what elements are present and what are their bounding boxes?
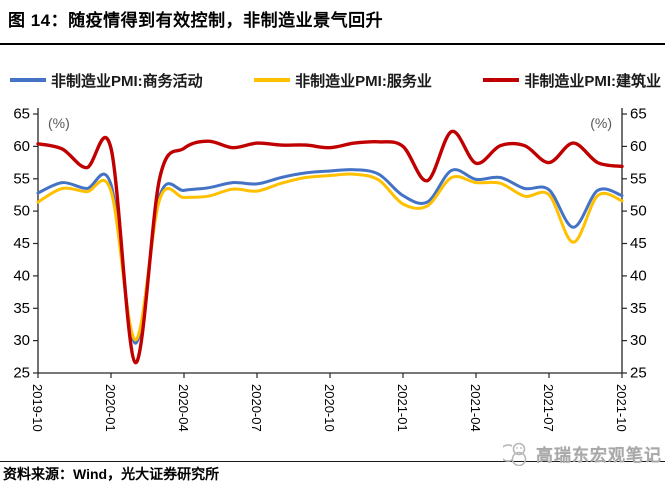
y-tick-label-right: 30 xyxy=(630,332,647,349)
y-tick-label-right: 50 xyxy=(630,203,647,220)
legend-label-business-activity: 非制造业PMI:商务活动 xyxy=(51,72,203,90)
y-tick-label-right: 55 xyxy=(630,170,647,187)
x-tick-label: 2020-04 xyxy=(176,384,191,432)
y-tick-label-right: 25 xyxy=(630,365,647,382)
x-tick-label: 2019-10 xyxy=(30,384,45,432)
y-tick-label-left: 60 xyxy=(13,138,30,155)
watermark: 高瑞东宏观笔记 xyxy=(503,440,662,466)
y-tick-label-left: 25 xyxy=(13,365,30,382)
figure-title: 图 14：随疫情得到有效控制，非制造业景气回升 xyxy=(8,11,384,30)
legend-item-services: 非制造业PMI:服务业 xyxy=(254,70,432,91)
x-tick-label: 2020-10 xyxy=(322,384,337,432)
x-tick-label: 2021-10 xyxy=(614,384,629,432)
series-line-2 xyxy=(36,129,624,365)
legend-label-services: 非制造业PMI:服务业 xyxy=(295,72,432,90)
y-tick-label-left: 35 xyxy=(13,300,30,317)
y-tick-label-right: 40 xyxy=(630,267,647,284)
x-tick-label: 2021-04 xyxy=(468,384,483,432)
watermark-text: 高瑞东宏观笔记 xyxy=(536,445,662,465)
title-divider xyxy=(0,43,665,45)
watermark-logo-icon xyxy=(503,442,527,466)
source-note: 资料来源：Wind，光大证券研究所 xyxy=(3,466,220,482)
legend-line-swatch-red xyxy=(483,78,520,82)
y-tick-label-right: 35 xyxy=(630,300,647,317)
unit-label-right: (%) xyxy=(590,115,612,131)
y-tick-label-left: 40 xyxy=(13,267,30,284)
x-tick-label: 2021-01 xyxy=(395,384,410,432)
x-tick-label: 2021-07 xyxy=(541,384,556,432)
legend-item-business-activity: 非制造业PMI:商务活动 xyxy=(10,70,203,91)
y-tick-label-right: 45 xyxy=(630,235,647,252)
x-tick-label: 2020-07 xyxy=(249,384,264,432)
footer-divider xyxy=(0,461,665,462)
series-line-1 xyxy=(36,172,624,342)
legend-line-swatch-blue xyxy=(10,78,46,82)
legend-item-construction: 非制造业PMI:建筑业 xyxy=(483,70,661,91)
y-tick-label-right: 65 xyxy=(630,106,647,123)
y-tick-label-left: 30 xyxy=(13,332,30,349)
legend-line-swatch-yellow xyxy=(254,78,291,82)
x-tick-label: 2020-01 xyxy=(103,384,118,432)
legend-label-construction: 非制造业PMI:建筑业 xyxy=(524,72,661,90)
y-tick-label-left: 45 xyxy=(13,235,30,252)
y-tick-label-left: 65 xyxy=(13,106,30,123)
y-tick-label-left: 50 xyxy=(13,203,30,220)
chart-legend: 非制造业PMI:商务活动 非制造业PMI:服务业 非制造业PMI:建筑业 xyxy=(10,68,661,92)
unit-label-left: (%) xyxy=(48,115,70,131)
y-tick-label-right: 60 xyxy=(630,138,647,155)
y-tick-label-left: 55 xyxy=(13,170,30,187)
